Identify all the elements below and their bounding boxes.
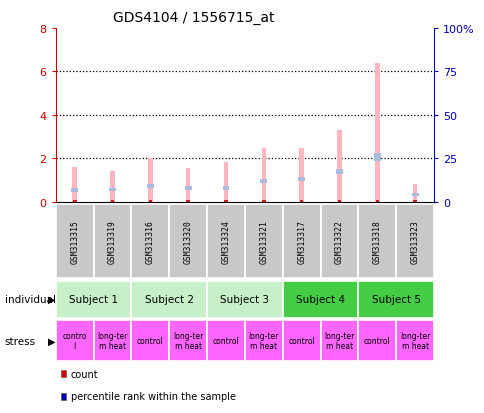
Text: GSM313318: GSM313318	[372, 220, 381, 263]
Bar	[148, 159, 152, 202]
Bar	[56, 281, 131, 318]
Bar	[169, 204, 207, 279]
Text: individual: individual	[5, 294, 56, 304]
Bar	[186, 201, 190, 202]
Bar	[261, 148, 266, 202]
Bar	[56, 320, 93, 361]
Bar	[223, 162, 228, 202]
Text: Subject 5: Subject 5	[371, 294, 420, 304]
Text: stress: stress	[5, 336, 36, 346]
Bar	[169, 320, 207, 361]
Bar	[373, 154, 380, 161]
Bar	[320, 204, 358, 279]
Bar	[298, 178, 304, 182]
Text: percentile rank within the sample: percentile rank within the sample	[71, 392, 235, 401]
Text: long-ter
m heat: long-ter m heat	[324, 331, 354, 350]
Text: long-ter
m heat: long-ter m heat	[248, 331, 278, 350]
Text: control: control	[287, 336, 315, 345]
Bar	[260, 180, 267, 184]
Bar	[222, 187, 229, 190]
Text: GSM313320: GSM313320	[183, 220, 192, 263]
Text: Subject 3: Subject 3	[220, 294, 269, 304]
Bar	[93, 320, 131, 361]
Bar	[185, 169, 190, 202]
Bar	[358, 320, 395, 361]
Text: long-ter
m heat: long-ter m heat	[399, 331, 429, 350]
Bar	[282, 320, 320, 361]
Bar	[56, 204, 93, 279]
Text: GSM313315: GSM313315	[70, 220, 79, 263]
Bar	[299, 201, 303, 202]
Bar	[73, 201, 76, 202]
Text: control: control	[363, 336, 390, 345]
Bar	[207, 281, 282, 318]
Bar	[358, 281, 433, 318]
Bar	[131, 281, 207, 318]
Text: GSM313324: GSM313324	[221, 220, 230, 263]
Bar	[282, 204, 320, 279]
Bar	[282, 281, 358, 318]
Bar	[411, 194, 418, 196]
Text: Subject 2: Subject 2	[144, 294, 194, 304]
Bar	[299, 148, 303, 202]
Bar	[207, 204, 244, 279]
Bar	[335, 169, 342, 174]
Text: ▶: ▶	[47, 336, 55, 346]
Bar	[244, 204, 282, 279]
Bar	[358, 204, 395, 279]
Bar	[110, 172, 115, 202]
Text: Subject 4: Subject 4	[295, 294, 345, 304]
Bar	[395, 204, 433, 279]
Bar	[72, 168, 77, 202]
Bar	[71, 189, 78, 192]
Text: ▶: ▶	[47, 294, 55, 304]
Bar	[224, 201, 227, 202]
Text: GDS4104 / 1556715_at: GDS4104 / 1556715_at	[112, 11, 273, 25]
Bar	[148, 201, 152, 202]
Text: long-ter
m heat: long-ter m heat	[173, 331, 203, 350]
Bar	[147, 184, 153, 188]
Bar	[337, 201, 341, 202]
Bar	[184, 187, 191, 190]
Bar	[336, 131, 341, 202]
Text: control: control	[212, 336, 239, 345]
Bar	[395, 320, 433, 361]
Text: control: control	[136, 336, 164, 345]
Text: GSM313316: GSM313316	[146, 220, 154, 263]
Bar	[261, 201, 265, 202]
Text: count: count	[71, 369, 98, 379]
Bar	[320, 320, 358, 361]
Bar	[93, 204, 131, 279]
Text: Subject 1: Subject 1	[69, 294, 118, 304]
Text: contro
l: contro l	[62, 331, 87, 350]
Bar	[375, 201, 378, 202]
Bar	[244, 320, 282, 361]
Text: GSM313317: GSM313317	[297, 220, 305, 263]
Bar	[131, 204, 169, 279]
Bar	[207, 320, 244, 361]
Text: GSM313322: GSM313322	[334, 220, 343, 263]
Bar	[412, 185, 417, 202]
Text: GSM313321: GSM313321	[259, 220, 268, 263]
Text: GSM313319: GSM313319	[108, 220, 117, 263]
Bar	[109, 188, 116, 192]
Bar	[110, 201, 114, 202]
Text: long-ter
m heat: long-ter m heat	[97, 331, 127, 350]
Bar	[131, 320, 169, 361]
Text: GSM313323: GSM313323	[410, 220, 419, 263]
Bar	[374, 64, 379, 202]
Bar	[412, 201, 416, 202]
